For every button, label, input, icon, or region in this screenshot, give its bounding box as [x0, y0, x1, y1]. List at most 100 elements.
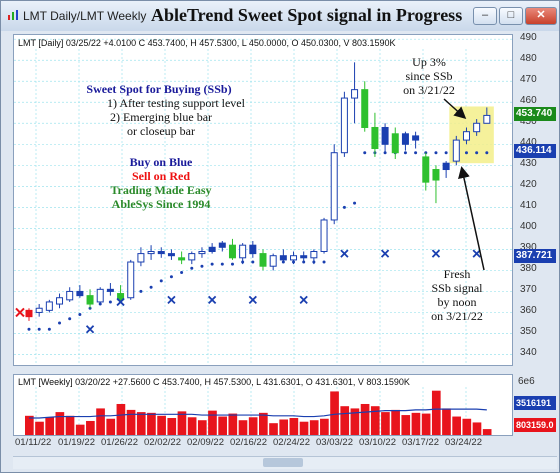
- support-dot: [200, 264, 204, 268]
- scrollbar-thumb[interactable]: [263, 458, 303, 467]
- stop-x-marker: [167, 295, 176, 304]
- volume-tag-last: 803159.0: [514, 418, 556, 432]
- price-tick-label: 360: [520, 305, 537, 317]
- support-dot: [210, 262, 214, 266]
- stop-x-marker: [207, 295, 217, 304]
- daily-chart-panel[interactable]: LMT [Daily] 03/25/22 +4.0100 C 453.7400,…: [13, 34, 513, 366]
- maximize-button[interactable]: □: [499, 7, 523, 25]
- price-bar: [96, 288, 104, 303]
- volume-bar: [320, 418, 329, 435]
- volume-bar: [126, 409, 136, 435]
- support-dot: [159, 279, 163, 283]
- horizontal-scrollbar[interactable]: [13, 456, 557, 469]
- date-axis: 01/11/22 01/19/22 01/26/22 02/02/22 02/09/22…: [13, 435, 511, 453]
- price-tick-label: 420: [520, 179, 537, 191]
- volume-bar: [452, 416, 461, 435]
- volume-tag-ma: 3516191: [514, 396, 556, 410]
- weekly-header: LMT [Weekly] 03/20/22 +27.5600 C 453.740…: [18, 377, 410, 387]
- support-dot: [434, 151, 438, 155]
- price-bar: [320, 219, 328, 252]
- price-tick-label: 390: [520, 242, 537, 254]
- price-bar: [45, 301, 53, 311]
- price-bar: [473, 122, 481, 133]
- volume-bar: [421, 413, 431, 435]
- volume-bar: [208, 410, 217, 435]
- price-bar: [422, 156, 430, 183]
- volume-bar: [472, 422, 482, 435]
- price-bar: [188, 253, 196, 261]
- volume-bar: [330, 391, 339, 435]
- price-bar: [300, 255, 308, 259]
- volume-ma-line: [29, 408, 487, 419]
- price-bar: [432, 169, 440, 181]
- volume-bar: [238, 420, 248, 435]
- price-bar: [228, 244, 236, 259]
- volume-bar: [228, 413, 238, 435]
- support-dot: [403, 151, 407, 155]
- annotation-trading-easy: Trading Made Easy: [110, 183, 212, 197]
- support-dot: [475, 151, 479, 155]
- volume-bar: [350, 408, 360, 435]
- price-bar: [178, 257, 186, 261]
- annotation-ablesys: AbleSys Since 1994: [111, 197, 211, 211]
- stop-x-marker: [116, 297, 125, 307]
- price-bar: [330, 152, 338, 221]
- annotation-sweet-spot-line2: 2) Emerging blue bar: [109, 110, 213, 124]
- stop-x-marker: [380, 249, 390, 258]
- price-bar: [76, 290, 84, 297]
- date-tick-label: 02/16/22: [230, 437, 267, 448]
- stop-x-marker: [340, 249, 349, 258]
- annotation-sweet-spot-line3: or closeup bar: [127, 124, 195, 138]
- volume-bar: [289, 418, 299, 435]
- price-bar: [25, 309, 33, 318]
- volume-bar: [35, 421, 44, 435]
- date-tick-label: 03/03/22: [316, 437, 353, 448]
- price-bar: [218, 242, 226, 248]
- price-tag-support: 436.114: [514, 144, 556, 158]
- price-bar: [157, 250, 165, 255]
- support-dot: [47, 327, 51, 331]
- price-bar: [198, 250, 206, 255]
- annotation-up-line2: since SSb: [405, 69, 453, 83]
- minimize-button[interactable]: –: [473, 7, 497, 25]
- price-bar: [208, 246, 216, 252]
- price-axis: 490 480 470 460 450 440 430 420 410 400 390 380 370 3…: [512, 32, 557, 364]
- stop-x-marker: [248, 295, 257, 304]
- volume-bar: [381, 412, 390, 435]
- close-button[interactable]: ✕: [525, 7, 557, 25]
- volume-bar: [360, 403, 370, 435]
- volume-bar: [309, 420, 319, 435]
- price-bar: [167, 253, 175, 257]
- price-bar: [127, 261, 135, 299]
- price-tick-label: 430: [520, 158, 537, 170]
- chart-tab-label[interactable]: LMT Daily/LMT Weekly: [23, 9, 147, 23]
- price-tick-label: 370: [520, 284, 537, 296]
- stop-x-marker: [299, 295, 308, 304]
- volume-bar: [340, 406, 350, 435]
- support-dot: [414, 151, 418, 155]
- support-dot: [363, 151, 367, 155]
- weekly-volume-panel[interactable]: LMT [Weekly] 03/20/22 +27.5600 C 453.740…: [13, 374, 513, 436]
- price-tick-label: 480: [520, 53, 537, 65]
- support-dot: [322, 260, 326, 264]
- support-dot: [27, 327, 31, 331]
- price-bar: [401, 133, 409, 145]
- volume-bar: [462, 418, 472, 435]
- sell-x-marker: [15, 307, 25, 318]
- price-tick-label: 380: [520, 263, 537, 275]
- volume-bar: [442, 408, 451, 435]
- price-tick-label: 340: [520, 347, 537, 359]
- price-bar: [483, 114, 491, 124]
- volume-bar: [136, 412, 146, 435]
- price-bar: [269, 255, 277, 267]
- date-tick-label: 03/10/22: [359, 437, 396, 448]
- volume-bar: [299, 421, 309, 435]
- price-bar: [340, 97, 348, 154]
- price-bar: [106, 288, 114, 292]
- volume-bar: [370, 406, 380, 435]
- stop-x-marker: [431, 249, 441, 258]
- price-tick-label: 410: [520, 200, 537, 212]
- price-bar: [371, 126, 379, 150]
- support-dot: [353, 201, 357, 205]
- date-tick-label: 01/26/22: [101, 437, 138, 448]
